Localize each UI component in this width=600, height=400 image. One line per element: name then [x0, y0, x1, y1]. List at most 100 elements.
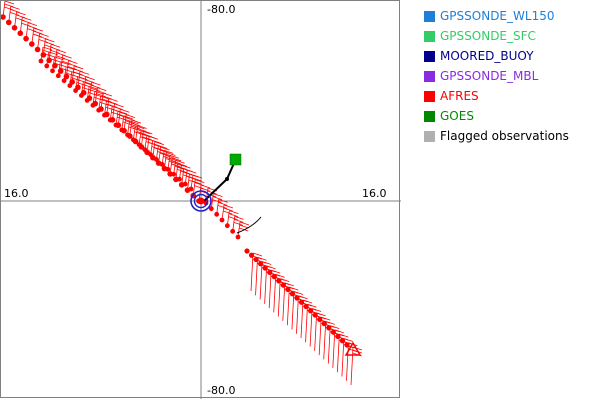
legend-swatch	[424, 30, 435, 42]
afres-observation-point	[84, 97, 90, 103]
afres-observation-point	[248, 252, 255, 258]
legend-label: GPSSONDE_WL150	[440, 9, 555, 23]
legend-label: GPSSONDE_SFC	[440, 29, 536, 43]
wind-plot-area[interactable]: -80.0 -80.0 16.0 16.0	[0, 0, 401, 399]
afres-observation-point	[317, 316, 323, 322]
afres-observation-point	[40, 52, 47, 58]
afres-observation-point	[119, 127, 125, 133]
afres-observation-point	[69, 79, 75, 85]
storm-center-point	[197, 197, 205, 205]
legend-label: GPSSONDE_MBL	[440, 69, 539, 83]
afres-observation-point	[52, 62, 58, 69]
goes-junction-point	[225, 177, 229, 181]
afres-observation-point	[67, 83, 73, 89]
wind-barb	[31, 27, 43, 45]
afres-observation-point	[298, 299, 305, 305]
legend-item-moored-buoy[interactable]: MOORED_BUOY	[424, 46, 569, 66]
wind-barb	[164, 152, 176, 169]
axis-label-right: 16.0	[362, 187, 387, 200]
afres-observation-point	[148, 152, 154, 157]
legend-item-gpssonde-sfc[interactable]: GPSSONDE_SFC	[424, 26, 569, 46]
legend-item-afres[interactable]: AFRES	[424, 86, 569, 106]
legend-item-goes[interactable]: GOES	[424, 106, 569, 126]
track-arc	[236, 216, 262, 234]
afres-observation-point	[102, 112, 107, 118]
afres-observation-point	[280, 282, 286, 288]
legend-swatch	[424, 70, 435, 82]
afres-observation-point	[303, 303, 309, 310]
afres-observation-point	[113, 122, 119, 128]
afres-observation-point	[34, 46, 41, 53]
afres-observation-point	[142, 147, 148, 153]
afres-observation-point	[46, 57, 52, 64]
afres-observation-point	[230, 228, 236, 234]
afres-observation-point	[208, 206, 214, 212]
legend-label: MOORED_BUOY	[440, 49, 534, 63]
afres-observation-point	[321, 321, 327, 327]
afres-observation-point	[96, 107, 102, 113]
afres-observation-point	[339, 338, 346, 344]
afres-observation-point	[11, 25, 18, 31]
axis-label-top: -80.0	[207, 3, 236, 16]
afres-observation-point	[73, 88, 79, 93]
afres-observation-point	[57, 68, 64, 74]
track-end-triangle	[344, 341, 362, 356]
wind-barb	[146, 135, 159, 153]
afres-observation-point	[289, 291, 296, 297]
afres-observation-point	[235, 234, 241, 240]
wind-barb	[19, 16, 32, 34]
legend-item-gpssonde-wl150[interactable]: GPSSONDE_WL150	[424, 6, 569, 26]
afres-observation-point	[308, 308, 314, 314]
wind-barb	[190, 174, 203, 190]
wind-barb	[210, 193, 223, 209]
afres-observation-point	[177, 176, 182, 182]
afres-observation-point	[335, 333, 341, 340]
afres-observation-point	[312, 312, 318, 318]
afres-observation-point	[159, 161, 165, 167]
wind-barb	[350, 346, 363, 386]
afres-observation-point	[344, 342, 350, 348]
afres-observation-point	[90, 102, 96, 108]
legend-swatch	[424, 90, 435, 102]
wind-barb	[232, 215, 244, 232]
afres-observation-point	[5, 19, 12, 26]
afres-observation-point	[78, 93, 84, 98]
storm-center-ring-inner	[193, 193, 209, 209]
afres-observation-point	[44, 63, 50, 69]
afres-observation-point	[107, 117, 113, 123]
wind-barb	[25, 22, 38, 39]
afres-observation-point	[38, 58, 44, 64]
afres-observation-point	[267, 269, 273, 275]
afres-observation-point	[130, 137, 136, 143]
afres-observation-point	[188, 186, 194, 192]
afres-observation-point	[219, 217, 225, 223]
afres-observation-point	[224, 223, 230, 229]
afres-observation-point	[330, 329, 336, 335]
afres-observation-point	[244, 248, 250, 254]
afres-observation-point	[182, 181, 188, 187]
legend-swatch	[424, 10, 435, 22]
legend-item-flagged[interactable]: Flagged observations	[424, 126, 569, 146]
storm-center-ring	[190, 190, 212, 212]
wind-barb	[237, 221, 250, 238]
afres-observation-point	[262, 265, 268, 271]
afres-observation-point	[253, 256, 259, 263]
afres-observation-point	[17, 30, 24, 37]
legend: GPSSONDE_WL150 GPSSONDE_SFC MOORED_BUOY …	[424, 6, 569, 146]
afres-observation-point	[165, 166, 171, 172]
afres-observation-point	[258, 261, 264, 267]
legend-swatch	[424, 50, 435, 62]
wind-barb	[8, 6, 20, 23]
goes-marker	[229, 153, 242, 166]
afres-observation-point	[173, 176, 179, 183]
afres-observation-point	[214, 211, 220, 217]
legend-label: GOES	[440, 109, 474, 123]
afres-observation-point	[294, 295, 300, 301]
legend-label: Flagged observations	[440, 129, 569, 143]
wind-barb	[216, 198, 228, 215]
wind-barb	[2, 1, 15, 18]
afres-observation-point	[153, 157, 159, 162]
axis-label-bottom: -80.0	[207, 384, 236, 397]
legend-item-gpssonde-mbl[interactable]: GPSSONDE_MBL	[424, 66, 569, 86]
legend-swatch	[424, 110, 435, 122]
